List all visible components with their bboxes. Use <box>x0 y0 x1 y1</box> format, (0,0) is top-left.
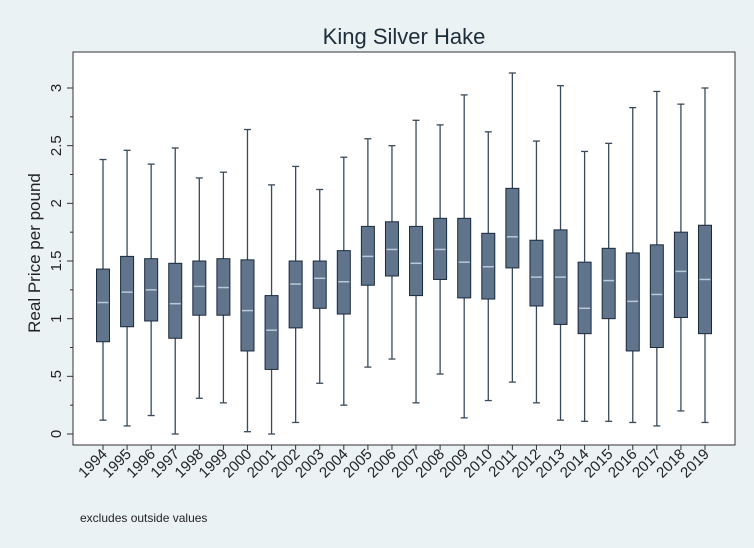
y-tick-label: 1.5 <box>48 251 65 272</box>
box-2003 <box>312 188 327 384</box>
iqr-box <box>577 261 592 335</box>
box-2011 <box>505 72 520 383</box>
chart-title: King Silver Hake <box>323 24 486 49</box>
box-2000 <box>240 128 255 433</box>
iqr-box <box>264 295 279 370</box>
iqr-box <box>96 268 110 343</box>
iqr-box <box>288 260 303 329</box>
iqr-box <box>457 217 472 299</box>
iqr-box <box>192 260 207 316</box>
box-2014 <box>577 150 592 422</box>
box-2006 <box>384 145 399 360</box>
chart-note: excludes outside values <box>80 511 207 525</box>
box-2010 <box>481 131 496 402</box>
box-2008 <box>433 124 448 375</box>
plot-area <box>72 51 736 446</box>
box-2015 <box>601 142 616 422</box>
box-2016 <box>625 106 640 424</box>
box-1996 <box>144 163 159 417</box>
box-2017 <box>649 90 664 427</box>
box-2009 <box>457 94 472 419</box>
box-2012 <box>529 140 544 404</box>
x-tick-label: 2019 <box>677 446 713 482</box>
iqr-box <box>312 260 327 309</box>
box-2002 <box>288 165 303 424</box>
iqr-box <box>409 225 424 297</box>
y-tick-label: 0 <box>48 430 65 438</box>
box-series <box>96 72 712 435</box>
y-tick-label: 2 <box>48 199 65 207</box>
box-1998 <box>192 177 207 399</box>
box-1994 <box>96 158 110 421</box>
iqr-box <box>240 259 255 352</box>
iqr-box <box>529 239 544 307</box>
box-1999 <box>216 171 231 404</box>
box-2004 <box>336 156 351 406</box>
y-tick-label: 2.5 <box>48 135 65 156</box>
box-2013 <box>553 85 568 421</box>
y-tick-label: 1 <box>48 314 65 322</box>
box-2007 <box>409 119 424 404</box>
iqr-box <box>505 187 520 269</box>
iqr-box <box>649 244 664 348</box>
iqr-box <box>168 262 183 339</box>
box-1997 <box>168 147 183 435</box>
box-2001 <box>264 184 279 435</box>
y-axis-label: Real Price per pound <box>25 173 44 333</box>
iqr-box <box>601 247 616 320</box>
box-2018 <box>673 103 688 412</box>
y-tick-label: .5 <box>48 370 65 383</box>
box-2019 <box>698 87 712 424</box>
y-tick-label: 3 <box>48 84 65 92</box>
box-1995 <box>120 149 135 427</box>
box-2005 <box>360 138 375 368</box>
iqr-box <box>673 231 688 319</box>
